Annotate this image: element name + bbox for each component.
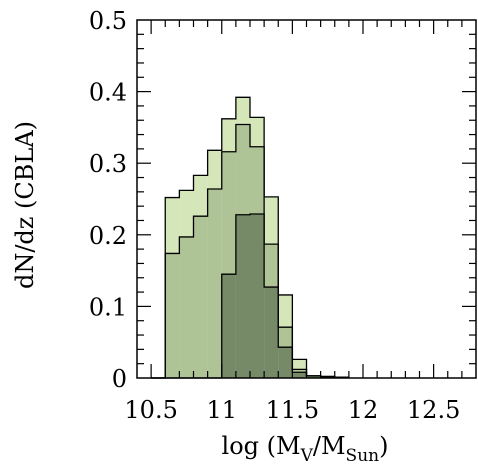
bar-series-2 bbox=[179, 236, 194, 378]
x-axis-label: log (MV/MSun) bbox=[222, 432, 389, 466]
bar-series-3 bbox=[292, 372, 307, 378]
y-axis-label: dN/dz (CBLA) bbox=[11, 121, 39, 289]
y-tick-labels: 0 0.1 0.2 0.3 0.4 0.5 bbox=[89, 7, 127, 393]
y-tick-label: 0.4 bbox=[89, 79, 127, 107]
x-tick-label: 11.5 bbox=[266, 396, 319, 424]
x-tick-label: 12.5 bbox=[407, 396, 460, 424]
bar-series-3 bbox=[235, 214, 250, 378]
y-tick-label: 0.2 bbox=[89, 222, 127, 250]
bar-series-3 bbox=[278, 347, 293, 378]
y-tick-label: 0.5 bbox=[89, 7, 127, 35]
bar-series-2 bbox=[207, 188, 222, 378]
y-tick-label: 0 bbox=[112, 365, 127, 393]
y-tick-label: 0.1 bbox=[89, 293, 127, 321]
x-tick-labels: 10.5 11 11.5 12 12.5 bbox=[124, 396, 460, 424]
axis-ticks bbox=[137, 20, 476, 378]
x-tick-label: 11 bbox=[206, 396, 237, 424]
y-tick-label: 0.3 bbox=[89, 150, 127, 178]
bar-series-3 bbox=[264, 287, 279, 378]
bar-series-3 bbox=[250, 214, 265, 378]
x-tick-label: 10.5 bbox=[124, 396, 177, 424]
x-tick-label: 12 bbox=[348, 396, 379, 424]
bar-series-3 bbox=[306, 375, 321, 378]
bar-series-2 bbox=[193, 216, 208, 378]
bar-series-2 bbox=[165, 253, 180, 378]
bar-series-3 bbox=[221, 274, 236, 378]
histogram-bars bbox=[165, 97, 349, 379]
